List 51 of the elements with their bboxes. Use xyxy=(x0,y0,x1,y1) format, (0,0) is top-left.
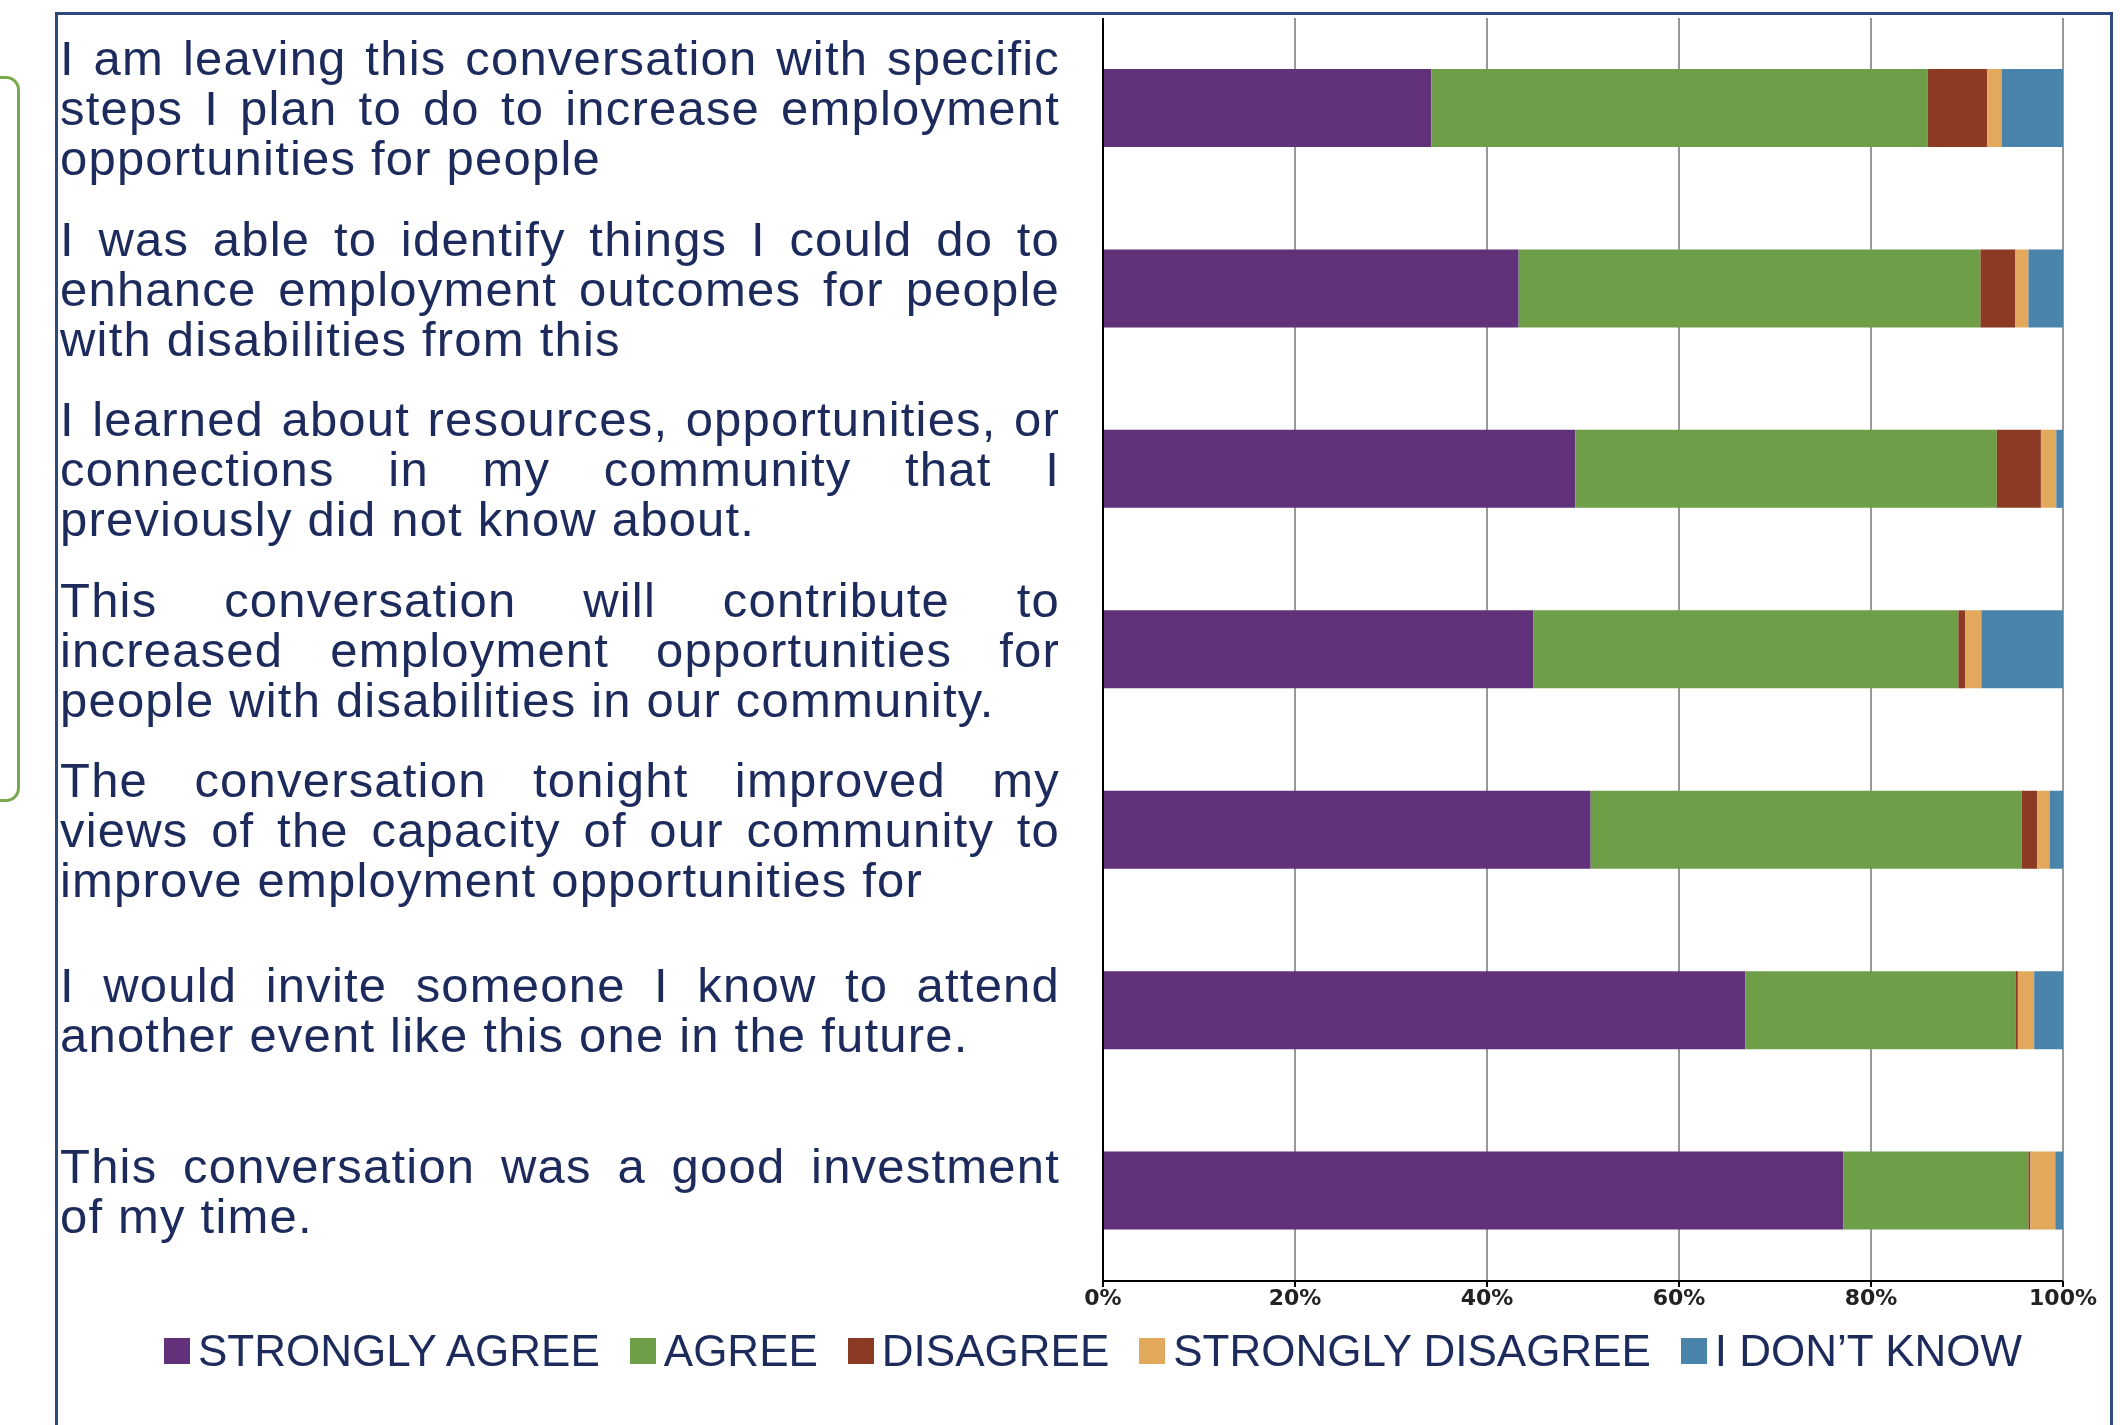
bar xyxy=(2001,69,2063,147)
y-tick-label: The conversation tonight improved my views of the capacity of our community to improve employment opportunities for xyxy=(60,752,1060,907)
bar xyxy=(1431,69,1928,147)
bar xyxy=(2040,429,2057,508)
bar xyxy=(1103,971,1746,1050)
bar xyxy=(1590,790,2022,869)
bar xyxy=(1987,69,2002,147)
legend-label: DISAGREE xyxy=(881,1326,1110,1376)
bar xyxy=(1996,429,2041,508)
bar xyxy=(1103,249,1519,328)
x-tick-label: 60% xyxy=(1652,1284,1706,1310)
bar xyxy=(1518,249,1981,328)
bar xyxy=(2034,971,2063,1050)
bar xyxy=(2049,790,2063,869)
x-tick-label: 40% xyxy=(1460,1284,1514,1310)
bar xyxy=(1843,1151,2029,1230)
bar xyxy=(2030,1151,2056,1230)
bar xyxy=(2056,429,2063,508)
bar xyxy=(1745,971,2016,1050)
bar xyxy=(1981,610,2063,689)
legend-label: AGREE xyxy=(663,1326,818,1376)
y-tick-label: I am leaving this conversation with specific steps I plan to do to increase employment opportunities for people xyxy=(60,31,1060,186)
y-tick-label: I would invite someone I know to attend another event like this one in the future. xyxy=(60,958,1060,1063)
bar xyxy=(2037,790,2050,869)
bar xyxy=(1103,790,1591,869)
bar xyxy=(1927,69,1988,147)
bar xyxy=(1103,69,1432,147)
bar xyxy=(1533,610,1959,689)
x-tick-label: 80% xyxy=(1844,1284,1898,1310)
bar xyxy=(1958,610,1966,689)
bar xyxy=(1103,1151,1844,1230)
bar xyxy=(2021,790,2038,869)
bar xyxy=(2055,1151,2063,1230)
bar xyxy=(2015,249,2029,328)
bar xyxy=(2028,249,2063,328)
y-tick-label: This conversation was a good investment of my time. xyxy=(60,1138,1060,1243)
bar xyxy=(1103,429,1576,508)
legend-label: STRONGLY AGREE xyxy=(197,1326,600,1376)
bar xyxy=(2017,971,2035,1050)
legend-label: I DON’T KNOW xyxy=(1714,1326,2023,1376)
bar xyxy=(1980,249,2015,328)
legend-label: STRONGLY DISAGREE xyxy=(1173,1326,1651,1376)
bar xyxy=(1103,610,1534,689)
y-tick-label: I learned about resources, opportunities, or connections in my community that I previously did not know about. xyxy=(60,392,1060,547)
y-tick-label: I was able to identify things I could do to enhance employment outcomes for people with disabilities from this xyxy=(60,211,1060,366)
x-tick-label: 0% xyxy=(1084,1284,1122,1310)
x-tick-label: 20% xyxy=(1268,1284,1322,1310)
bar xyxy=(1965,610,1982,689)
y-tick-label: This conversation will contribute to increased employment opportunities for people with disabilities in our community. xyxy=(60,572,1060,727)
bar xyxy=(1575,429,1997,508)
x-tick-label: 100% xyxy=(2029,1284,2097,1310)
